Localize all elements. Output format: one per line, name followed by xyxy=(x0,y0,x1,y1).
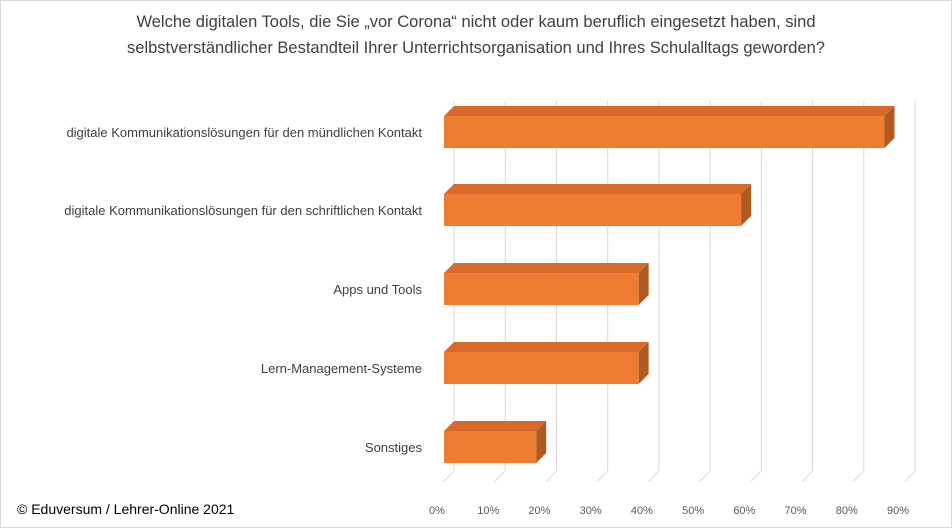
gridline-floor xyxy=(648,470,660,482)
bar-top-face xyxy=(444,342,649,352)
bar xyxy=(444,342,649,384)
category-label: digitale Kommunikationslösungen für den … xyxy=(66,125,422,140)
bar-front-face xyxy=(444,273,639,305)
chart-title: Welche digitalen Tools, die Sie „vor Cor… xyxy=(41,9,911,61)
category-labels: digitale Kommunikationslösungen für den … xyxy=(64,125,422,455)
bar-top-face xyxy=(444,184,752,194)
gridline-floor xyxy=(699,470,711,482)
category-label: Lern-Management-Systeme xyxy=(261,361,422,376)
x-tick-label: 30% xyxy=(580,505,602,517)
x-tick-label: 80% xyxy=(836,505,858,517)
bar-side-face xyxy=(741,184,752,226)
chart-title-line-2: selbstverständlicher Bestandteil Ihrer U… xyxy=(127,39,825,57)
bar xyxy=(444,263,649,305)
bar-front-face xyxy=(444,194,742,226)
bar-side-face xyxy=(884,106,895,148)
bars xyxy=(444,106,895,463)
bar xyxy=(444,421,547,463)
x-axis-tick-labels: 0% 10% 20% 30% 40% 50% 60% 70% 80% 90% xyxy=(429,505,909,517)
x-tick-label: 70% xyxy=(785,505,807,517)
gridline-floor xyxy=(443,470,455,482)
bar-side-face xyxy=(638,342,649,384)
bar xyxy=(444,184,752,226)
copyright-notice: © Eduversum / Lehrer-Online 2021 xyxy=(17,501,235,517)
x-tick-label: 20% xyxy=(528,505,550,517)
x-tick-label: 40% xyxy=(631,505,653,517)
bar-top-face xyxy=(444,106,895,116)
category-label: digitale Kommunikationslösungen für den … xyxy=(64,203,422,218)
x-tick-label: 90% xyxy=(887,505,909,517)
bar-top-face xyxy=(444,421,547,431)
x-tick-label: 60% xyxy=(733,505,755,517)
bar-side-face xyxy=(536,421,547,463)
gridlines xyxy=(443,101,916,482)
bar-top-face xyxy=(444,263,649,273)
gridline-floor xyxy=(494,470,506,482)
x-tick-label: 0% xyxy=(429,505,445,517)
gridline-floor xyxy=(853,470,865,482)
category-label: Apps und Tools xyxy=(333,282,422,297)
x-tick-label: 10% xyxy=(477,505,499,517)
gridline-floor xyxy=(597,470,609,482)
bar-front-face xyxy=(444,352,639,384)
bar xyxy=(444,106,895,148)
bar-front-face xyxy=(444,431,537,463)
gridline-floor xyxy=(750,470,762,482)
gridline-floor xyxy=(802,470,813,482)
x-tick-label: 50% xyxy=(682,505,704,517)
bar-side-face xyxy=(638,263,649,305)
gridline-floor xyxy=(546,470,557,482)
chart-title-line-1: Welche digitalen Tools, die Sie „vor Cor… xyxy=(136,13,816,31)
bar-front-face xyxy=(444,116,885,148)
gridline-floor xyxy=(904,470,916,482)
category-label: Sonstiges xyxy=(365,440,423,455)
